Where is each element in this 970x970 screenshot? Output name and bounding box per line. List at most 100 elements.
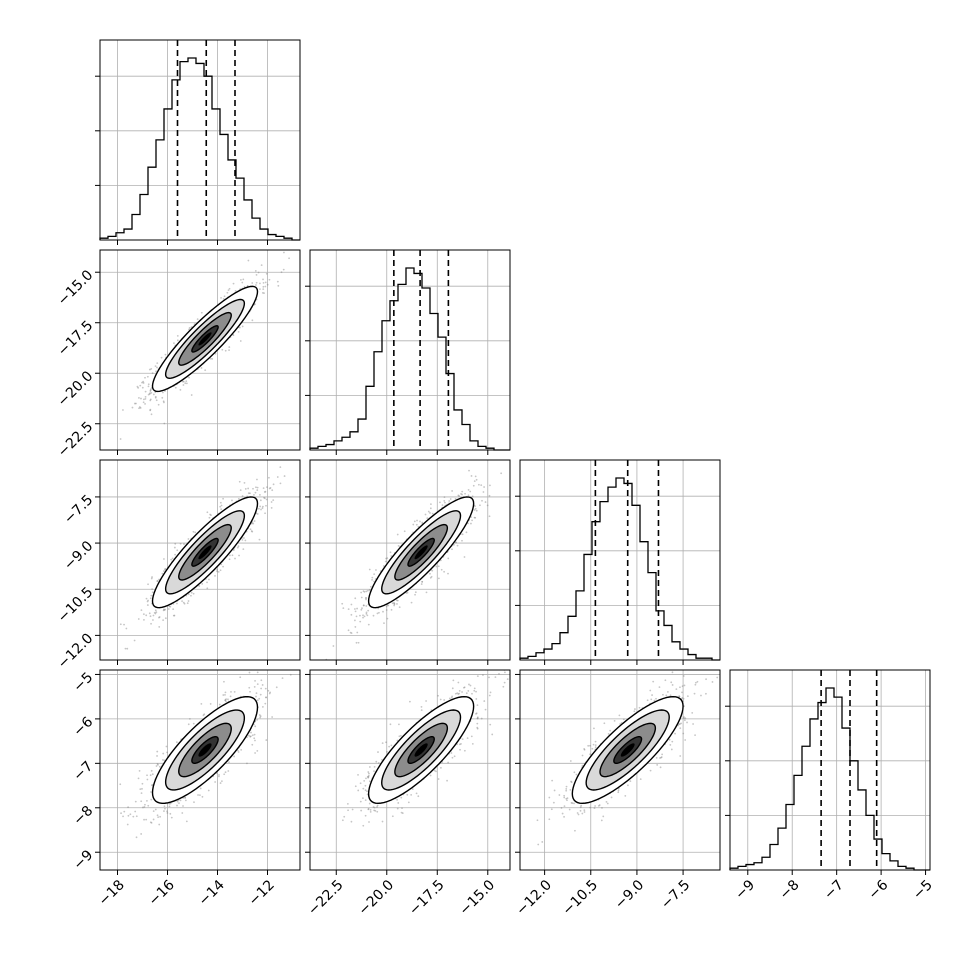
sample-point [488, 494, 491, 497]
sample-point [583, 811, 586, 813]
sample-point [356, 631, 359, 634]
sample-point [475, 478, 478, 481]
sample-point [548, 796, 551, 799]
sample-point [362, 604, 365, 607]
sample-point [181, 380, 184, 383]
sample-point [153, 611, 156, 614]
xtick-label-0-0: −18 [96, 877, 128, 909]
sample-point [476, 704, 479, 707]
sample-point [256, 718, 259, 721]
sample-point [196, 318, 199, 321]
sample-point [256, 699, 259, 702]
sample-point [467, 690, 470, 692]
sample-point [139, 384, 142, 387]
sample-point [594, 740, 597, 743]
sample-point [471, 495, 474, 498]
sample-point [253, 520, 256, 522]
sample-point [163, 810, 165, 812]
sample-point [448, 500, 451, 502]
sample-point [357, 774, 359, 776]
sample-point [385, 741, 387, 744]
sample-point [131, 406, 134, 409]
sample-point [473, 509, 476, 511]
sample-point [147, 383, 150, 386]
sample-point [362, 797, 364, 800]
sample-point [447, 557, 450, 560]
sample-point [536, 819, 539, 822]
sample-point [183, 543, 185, 546]
sample-point [350, 603, 353, 606]
sample-point [454, 541, 457, 544]
sample-point [452, 543, 455, 546]
sample-point [228, 287, 231, 290]
sample-point [437, 778, 440, 780]
sample-point [421, 580, 424, 583]
sample-point [178, 802, 180, 805]
sample-point [266, 486, 268, 489]
sample-point [350, 820, 353, 823]
histogram-steps-1 [309, 267, 510, 451]
sample-point [222, 565, 224, 568]
sample-point [147, 583, 149, 586]
sample-point [268, 487, 271, 490]
sample-point [365, 605, 368, 607]
sample-point [199, 794, 201, 796]
sample-point [176, 602, 178, 605]
sample-point [453, 755, 456, 758]
sample-point [592, 743, 595, 746]
sample-point [376, 804, 379, 807]
density-core [414, 743, 428, 757]
sample-point [713, 664, 715, 666]
sample-point [144, 403, 146, 405]
sample-point [200, 311, 203, 314]
sample-point [671, 684, 674, 686]
sample-point [156, 362, 159, 365]
sample-point [393, 601, 395, 604]
sample-point [362, 590, 365, 593]
sample-point [164, 353, 167, 356]
sample-point [184, 796, 187, 799]
sample-point [249, 735, 252, 738]
sample-point [471, 519, 473, 522]
sample-point [413, 520, 416, 523]
sample-point [254, 752, 257, 754]
sample-point [618, 714, 621, 717]
sample-point [258, 538, 261, 541]
sample-point [410, 601, 413, 604]
sample-point [367, 808, 370, 810]
sample-point [258, 714, 261, 716]
sample-point [473, 687, 476, 690]
contour-line-3 [367, 496, 475, 609]
sample-point [679, 727, 682, 730]
sample-point [152, 818, 155, 821]
sample-point [148, 393, 151, 395]
sample-point [277, 284, 280, 287]
sample-point [119, 623, 122, 626]
sample-point [279, 482, 282, 485]
sample-point [260, 679, 263, 682]
sample-point [386, 557, 389, 560]
sample-point [360, 608, 363, 611]
sample-point [457, 681, 460, 684]
sample-point [367, 776, 370, 779]
sample-point [452, 679, 455, 682]
contour-line-0 [407, 537, 435, 567]
sample-point [366, 790, 368, 793]
sample-point [486, 504, 489, 507]
sample-point [198, 585, 201, 587]
sample-point [264, 490, 267, 493]
sample-point [151, 591, 154, 594]
sample-point [237, 545, 240, 548]
sample-point [566, 797, 569, 800]
sample-point [151, 588, 154, 590]
sample-point [406, 793, 409, 796]
sample-point [656, 764, 659, 766]
sample-point [188, 328, 190, 331]
sample-point [236, 749, 239, 752]
sample-point [251, 743, 254, 746]
sample-point [671, 740, 674, 743]
sample-point [463, 749, 466, 752]
sample-point [451, 490, 454, 492]
sample-point [373, 770, 375, 773]
sample-point [188, 327, 191, 329]
